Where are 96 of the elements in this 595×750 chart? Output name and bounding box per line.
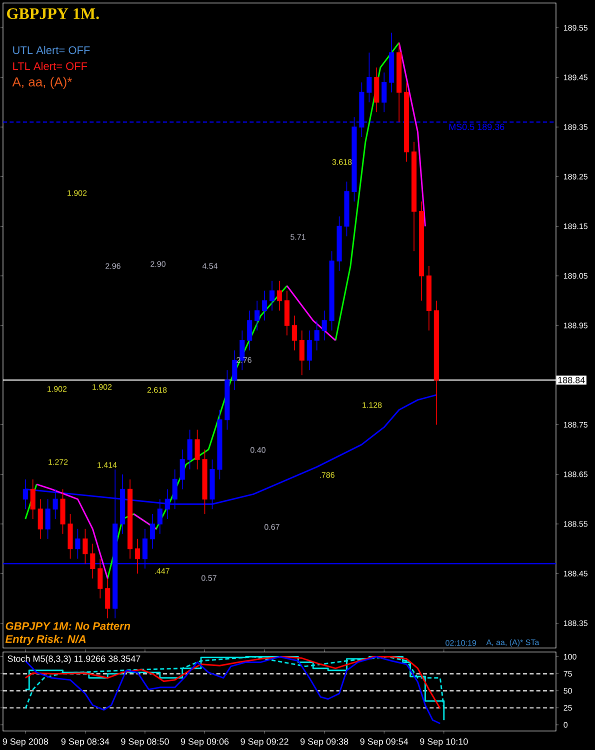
candlestick	[276, 280, 282, 312]
x-tick-label: 9 Sep 08:34	[61, 738, 110, 747]
annotation: 1.902	[68, 190, 87, 196]
candlestick	[134, 538, 140, 574]
y-tick-label: 189.15	[564, 223, 588, 230]
candlestick	[60, 488, 66, 534]
ref-line-label: MS0.5 189.36	[449, 124, 504, 130]
y-tick-label: 0	[564, 722, 568, 728]
candlestick	[418, 201, 424, 302]
y-tick-label: 188.55	[564, 521, 588, 527]
candlestick	[366, 52, 372, 103]
annotation: 2.90	[150, 261, 166, 267]
annotation: GBPJPY 1M: No Pattern	[6, 622, 130, 630]
candlestick	[217, 409, 222, 480]
annotation: 1.414	[98, 462, 117, 468]
candlestick	[38, 498, 43, 540]
annotation: LTL Alert= OFF	[13, 62, 88, 70]
candlestick	[68, 514, 73, 560]
y-tick-label: 189.55	[564, 24, 588, 31]
annotation: Entry Risk: N/A	[5, 634, 86, 646]
y-tick-label: 188.95	[564, 322, 588, 328]
x-tick-label: 9 Sep 10:10	[420, 738, 468, 747]
candlestick	[30, 478, 36, 520]
candlestick	[396, 42, 402, 122]
candlestick	[329, 250, 334, 331]
candlestick	[322, 310, 327, 341]
annotation: 1.272	[48, 459, 68, 465]
candlestick	[224, 370, 230, 430]
x-tick-label: 9 Sep 09:22	[240, 738, 288, 747]
candlestick	[284, 290, 290, 336]
candlestick	[128, 478, 133, 560]
candlestick	[344, 181, 350, 237]
chart-title: Stoch M5(8,3,3) 11.9266 38.3547	[8, 655, 140, 664]
x-tick-label: 9 Sep 09:54	[360, 738, 408, 747]
y-tick-label: 75	[564, 671, 572, 677]
candlestick	[336, 216, 342, 272]
candlestick	[314, 320, 320, 351]
candlestick	[202, 449, 208, 514]
annotation: A, aa, (A)* STa	[486, 639, 540, 647]
y-tick-label: 189.35	[564, 124, 588, 130]
annotation: 0.57	[202, 575, 216, 581]
y-tick-label: 188.75	[564, 422, 588, 428]
candlestick	[180, 449, 185, 490]
chart-title: GBPJPY 1M.	[7, 8, 99, 20]
candlestick	[150, 514, 155, 550]
candlestick	[45, 498, 50, 540]
candlestick	[194, 429, 200, 470]
candlestick	[299, 330, 304, 376]
y-tick-label: 189.45	[564, 74, 588, 80]
candlestick	[434, 300, 439, 426]
candlestick	[389, 32, 394, 93]
y-tick-label: 189.25	[564, 174, 588, 180]
candlestick	[105, 578, 110, 619]
annotation: 02:10:19	[446, 640, 476, 646]
annotation: 2.96	[106, 263, 120, 269]
candlestick	[75, 528, 80, 560]
candlestick	[269, 280, 275, 312]
candlestick	[382, 72, 387, 113]
x-tick-label: 9 Sep 2008	[2, 738, 48, 747]
y-tick-label: 25	[564, 705, 572, 711]
y-tick-label: 189.05	[564, 273, 588, 279]
candlestick	[306, 330, 312, 371]
y-tick-label: 188.35	[564, 620, 588, 626]
candlestick	[292, 315, 297, 351]
candlestick	[411, 142, 417, 252]
candlestick	[187, 429, 192, 470]
annotation: 2.618	[147, 387, 167, 393]
candlestick	[404, 82, 410, 162]
candlestick	[426, 266, 432, 331]
candlestick	[247, 310, 252, 351]
annotation: 1.902	[48, 386, 67, 392]
x-tick-label: 9 Sep 09:06	[180, 738, 229, 747]
annotation: 4.54	[202, 263, 218, 269]
candlestick	[262, 290, 268, 321]
annotation: 0.67	[264, 524, 280, 530]
x-tick-label: 9 Sep 09:38	[300, 738, 348, 747]
y-tick-label: 100	[564, 654, 576, 660]
y-tick-label: 50	[564, 688, 572, 694]
x-tick-label: 9 Sep 08:50	[121, 738, 169, 747]
candlestick	[82, 528, 88, 564]
candlestick	[90, 543, 96, 579]
annotation: 0.40	[250, 447, 266, 453]
annotation: .447	[154, 568, 170, 574]
annotation: 1.902	[92, 384, 112, 390]
ref-line-label: 188.84	[558, 376, 585, 384]
y-tick-label: 188.45	[564, 570, 588, 576]
candlestick	[232, 350, 238, 390]
annotation: 1.128	[362, 402, 382, 408]
candlestick	[254, 300, 260, 331]
annotation: 5.71	[290, 234, 306, 240]
annotation: UTL Alert= OFF	[13, 46, 90, 54]
candlestick	[98, 558, 103, 599]
annotation: A, aa, (A)*	[12, 76, 72, 90]
annotation: .786	[320, 472, 334, 478]
y-tick-label: 188.65	[564, 472, 588, 478]
candlestick	[374, 67, 380, 113]
